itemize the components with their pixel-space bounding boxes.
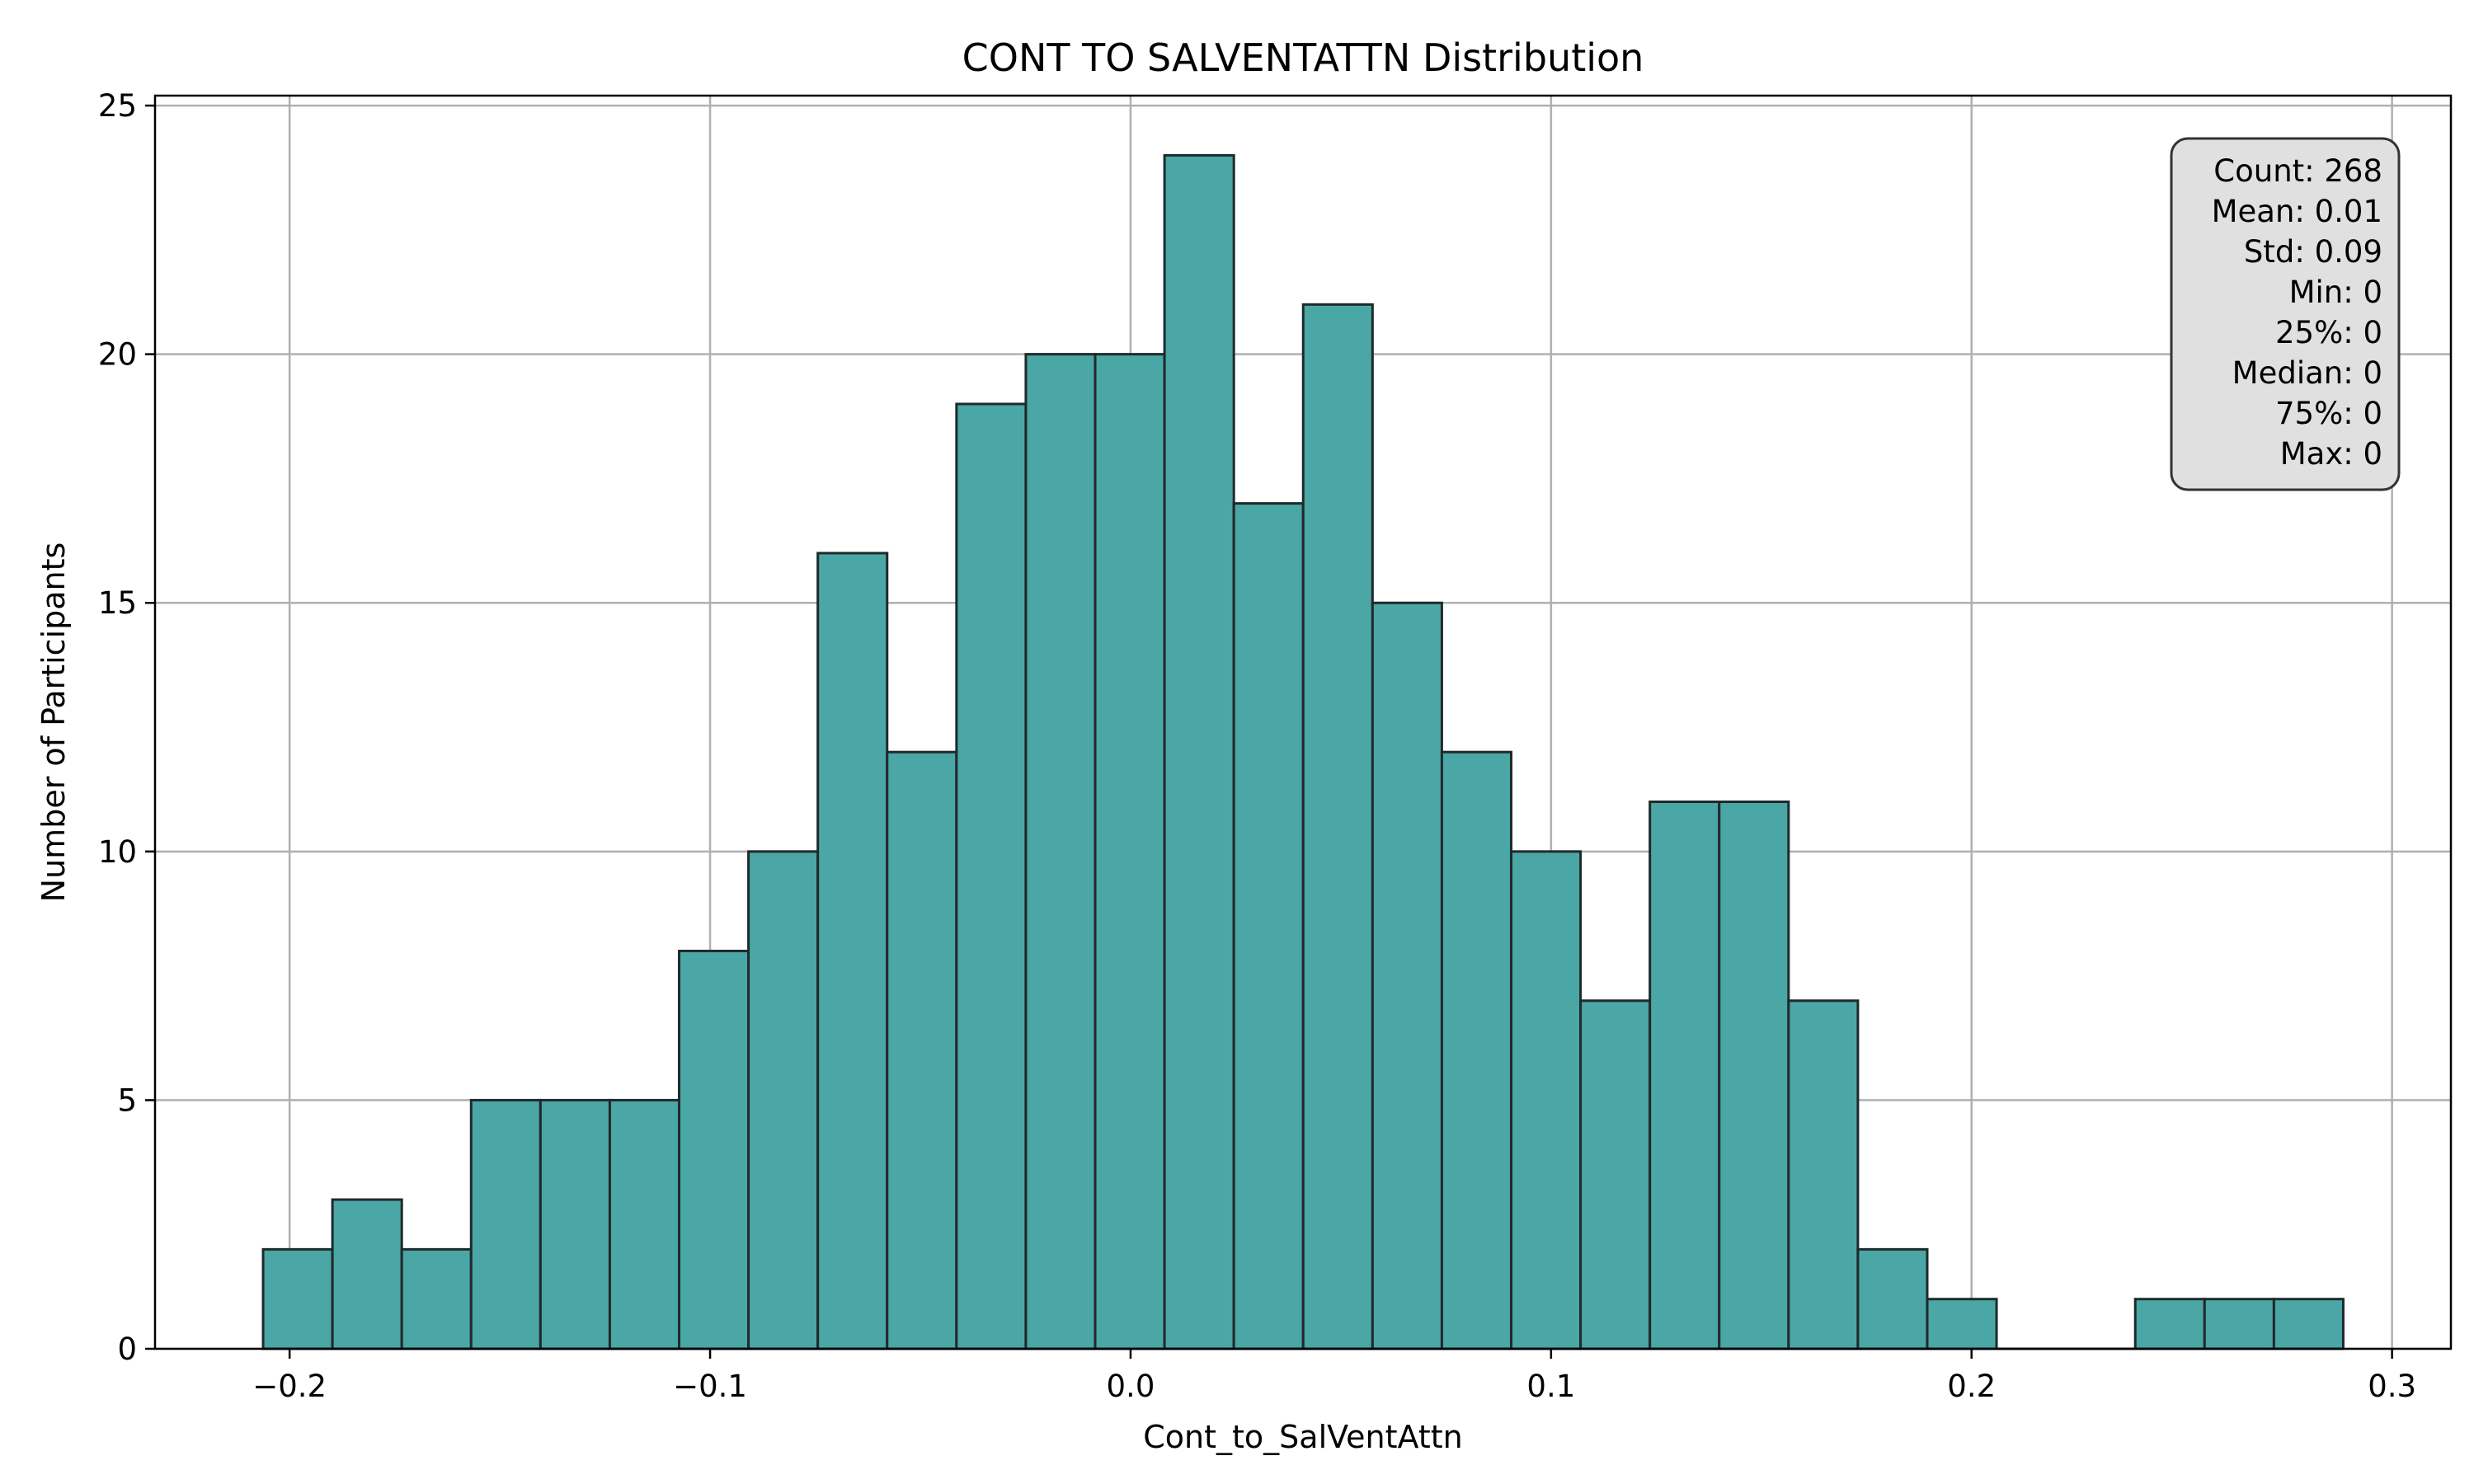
histogram-bar — [608, 1098, 681, 1350]
y-tick-label: 20 — [98, 337, 137, 373]
chart-title: CONT TO SALVENTATTN Distribution — [962, 35, 1644, 80]
histogram-bar — [2203, 1298, 2275, 1350]
axis-ticks: −0.2 −0.1 0.0 0.1 0.2 0.3 0 5 10 15 20 25 — [98, 88, 2416, 1404]
y-tick-label: 5 — [117, 1082, 137, 1118]
histogram-bar — [1579, 999, 1652, 1350]
histogram-bar — [539, 1098, 611, 1350]
histogram-bar — [400, 1247, 473, 1350]
histogram-bar — [1232, 502, 1305, 1350]
histogram-bar — [816, 552, 889, 1350]
stats-box: Count: 268 Mean: 0.01 Std: 0.09 Min: 0 25%: … — [2170, 137, 2401, 491]
histogram-bar — [678, 949, 750, 1350]
x-tick-label: 0.1 — [1526, 1369, 1575, 1404]
histogram-bar — [1024, 353, 1097, 1350]
y-axis-label: Number of Participants — [35, 542, 72, 903]
y-tick-label: 25 — [98, 88, 137, 124]
histogram-bar — [1649, 801, 1721, 1350]
stats-line: Min: 0 — [2289, 275, 2382, 310]
stats-line: 25%: 0 — [2275, 315, 2382, 350]
histogram-bar — [886, 750, 958, 1350]
stats-box-background — [2170, 137, 2401, 491]
stats-line: Mean: 0.01 — [2212, 194, 2382, 229]
histogram-bar — [1163, 153, 1235, 1350]
histogram-bar — [1926, 1298, 1998, 1350]
x-tick-label: 0.0 — [1107, 1369, 1155, 1404]
histogram-bar — [1787, 999, 1860, 1350]
histogram-bar — [1718, 801, 1790, 1350]
x-tick-label: 0.3 — [2368, 1369, 2416, 1404]
stats-line: Median: 0 — [2232, 355, 2382, 391]
histogram-bar — [955, 402, 1028, 1350]
stats-line: Max: 0 — [2280, 436, 2382, 472]
y-tick-label: 10 — [98, 834, 137, 870]
y-tick-label: 0 — [117, 1331, 137, 1367]
histogram-bar — [1094, 353, 1166, 1350]
x-axis-label: Cont_to_SalVentAttn — [1143, 1419, 1463, 1455]
histogram-bar — [1301, 303, 1374, 1350]
stats-line: Count: 268 — [2213, 153, 2382, 189]
histogram-bar — [1509, 850, 1583, 1350]
histogram-bar — [261, 1247, 334, 1350]
histogram-bars — [261, 153, 2345, 1350]
x-tick-label: −0.2 — [252, 1369, 327, 1404]
x-tick-label: −0.1 — [673, 1369, 747, 1404]
histogram-bar — [747, 850, 820, 1350]
y-tick-label: 15 — [98, 585, 137, 621]
stats-line: Std: 0.09 — [2244, 234, 2382, 270]
histogram-bar — [469, 1098, 542, 1350]
histogram-bar — [1440, 750, 1512, 1350]
histogram-bar — [331, 1198, 403, 1350]
plot-frame — [153, 94, 2453, 1350]
histogram-bar — [2272, 1298, 2345, 1350]
stats-line: 75%: 0 — [2275, 396, 2382, 431]
histogram-bar — [1856, 1247, 1929, 1350]
histogram-bar — [2133, 1298, 2206, 1350]
histogram-bar — [1371, 601, 1443, 1350]
x-tick-label: 0.2 — [1947, 1369, 1996, 1404]
